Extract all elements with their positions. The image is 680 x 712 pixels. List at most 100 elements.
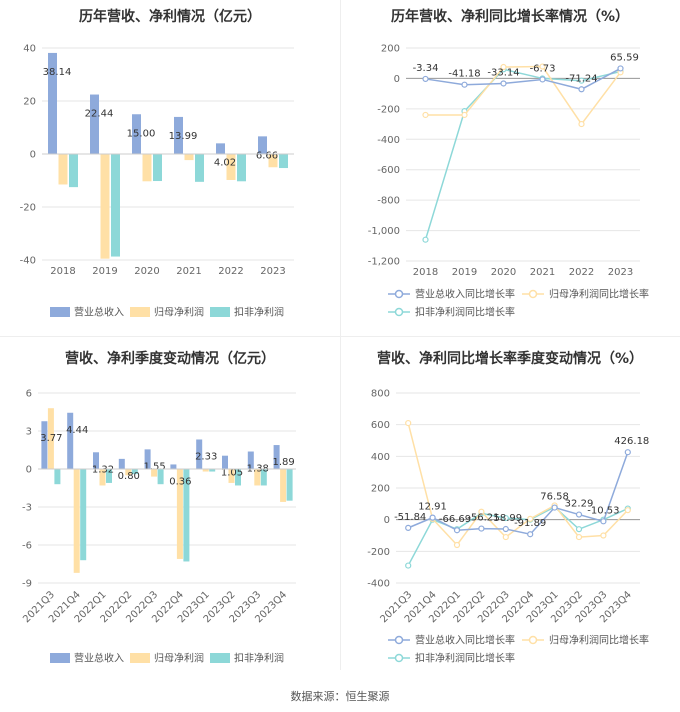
y-tick-label: 40 <box>23 44 36 55</box>
data-point <box>527 531 534 538</box>
chart-title: 历年营收、净利情况（亿元） <box>79 9 261 25</box>
data-point <box>422 236 429 243</box>
data-label: -66.69 <box>439 514 471 525</box>
legend-marker <box>394 635 404 645</box>
bar <box>93 452 99 469</box>
y-tick-label: 800 <box>371 389 390 400</box>
data-label: -71.24 <box>565 73 597 84</box>
y-tick-label: -1,000 <box>368 226 400 237</box>
data-label: 58.99 <box>493 513 522 524</box>
y-tick-label: 0 <box>30 150 36 161</box>
bar <box>280 469 287 502</box>
quarterly-revenue-profit-svg: 630-3-6-93.772021Q34.442021Q41.322022Q10… <box>21 389 296 665</box>
data-point <box>500 80 507 87</box>
legend-label: 营业总收入同比增长率 <box>415 288 515 301</box>
data-point <box>478 525 485 532</box>
data-label: 12.91 <box>418 502 447 513</box>
chart-title: 营收、净利季度变动情况（亿元） <box>65 351 275 367</box>
data-point <box>539 76 546 83</box>
bar <box>41 421 48 469</box>
data-point <box>500 63 507 71</box>
series-line <box>407 451 629 536</box>
legend-label: 归母净利润 <box>154 306 204 319</box>
data-point <box>575 533 583 541</box>
y-tick-label: 0 <box>394 74 400 85</box>
y-tick-label: 200 <box>371 484 390 495</box>
data-label: 0.36 <box>169 476 191 487</box>
y-tick-label: -200 <box>367 547 390 558</box>
data-label: 22.44 <box>85 109 114 120</box>
bar <box>216 143 225 154</box>
series-line <box>425 65 622 126</box>
data-label: 1.32 <box>92 464 114 475</box>
y-tick-label: -40 <box>20 256 36 267</box>
data-label: 1.89 <box>272 457 294 468</box>
bar <box>125 469 132 476</box>
bar <box>176 469 183 559</box>
horizontal-divider <box>0 336 680 337</box>
bar <box>273 445 280 469</box>
bar <box>226 154 236 180</box>
x-tick-label: 2023 <box>260 266 285 277</box>
bar <box>184 154 194 161</box>
data-label: 4.44 <box>66 425 88 436</box>
data-label: -51.84 <box>394 512 426 523</box>
annual-growth-rate-chart: 历年营收、净利同比增长率情况（%） 200 0 -200 -400 -600 -800 -1… <box>340 0 680 336</box>
legend-label: 扣非净利润同比增长率 <box>415 306 515 319</box>
y-tick-label: -200 <box>377 104 400 115</box>
annual-growth-rate-svg: 200 0 -200 -400 -600 -800 -1,000 -1,200 -3.34 201… <box>368 44 649 319</box>
x-tick-label: 2021 <box>176 266 201 277</box>
data-point <box>578 77 585 84</box>
x-tick-label: 2018 <box>50 266 75 277</box>
data-point <box>551 504 558 511</box>
data-label: 15.00 <box>127 128 156 139</box>
bar <box>151 469 158 477</box>
series-line <box>407 422 629 547</box>
data-label: 32.29 <box>565 499 594 510</box>
legend-label: 营业总收入 <box>74 652 124 665</box>
y-tick-label: -400 <box>377 135 400 146</box>
y-tick-label: -9 <box>22 579 32 590</box>
quarterly-revenue-profit-chart: 营收、净利季度变动情况（亿元） 6 3 0 -3 -6 -9 3.77 2021Q3 4.44 2… <box>0 336 340 676</box>
data-source-note: 数据来源：恒生聚源 <box>290 690 390 703</box>
annual-revenue-profit-svg: 40 20 0 -20 -40 38.14 2018 22.44 2019 15.00 2020 13… <box>20 44 294 319</box>
bar <box>254 469 261 486</box>
bar <box>67 412 74 469</box>
bar <box>286 469 293 501</box>
legend-label: 扣非净利润 <box>234 652 284 665</box>
y-tick-label: 6 <box>26 389 32 400</box>
chart-title: 历年营收、净利同比增长率情况（%） <box>390 9 630 25</box>
data-label: -6.73 <box>530 63 556 74</box>
y-tick-label: -800 <box>377 196 400 207</box>
bar <box>258 136 267 154</box>
y-tick-label: -400 <box>367 579 390 590</box>
y-tick-label: -20 <box>20 203 36 214</box>
data-label: 76.58 <box>540 492 569 503</box>
data-label: 38.14 <box>43 67 72 78</box>
y-tick-label: 3 <box>26 427 32 438</box>
bar <box>279 154 288 169</box>
data-point <box>600 518 607 525</box>
bar <box>222 455 228 469</box>
y-tick-label: 600 <box>371 420 390 431</box>
data-label: -56.21 <box>467 513 499 524</box>
bar <box>235 469 241 486</box>
legend-marker <box>394 653 404 663</box>
y-tick-label: -600 <box>377 165 400 176</box>
data-point <box>527 515 534 522</box>
bar <box>174 116 183 154</box>
data-point <box>575 511 583 518</box>
x-tick-label: 2018 <box>413 267 438 278</box>
data-point <box>502 525 509 533</box>
data-point <box>422 75 429 83</box>
data-label: 6.66 <box>256 150 278 161</box>
data-point <box>461 81 468 88</box>
legend-label: 营业总收入同比增长率 <box>415 634 515 647</box>
bar <box>131 469 138 475</box>
data-label: 13.99 <box>169 131 198 142</box>
vertical-divider <box>340 0 341 670</box>
legend-label: 扣非净利润 <box>234 306 284 319</box>
series-line <box>424 68 621 240</box>
legend-marker <box>528 635 538 645</box>
data-point <box>453 527 461 534</box>
